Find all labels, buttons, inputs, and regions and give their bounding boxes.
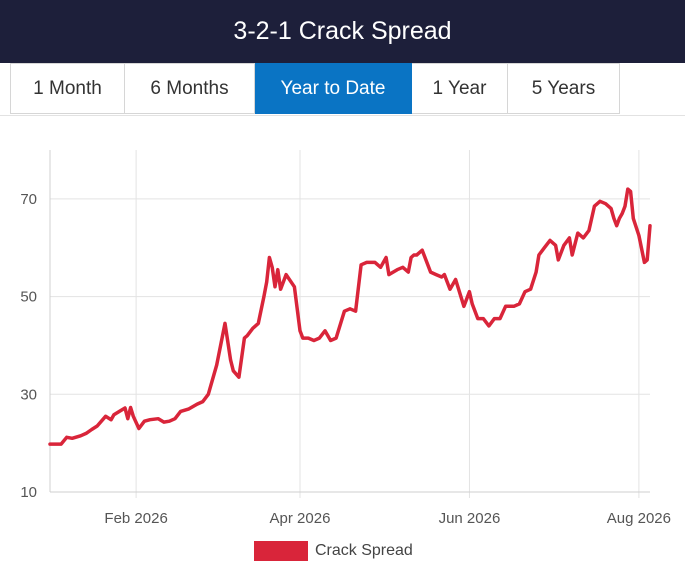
legend-label: Crack Spread	[315, 542, 413, 559]
tab-1-month[interactable]: 1 Month	[10, 63, 125, 114]
x-tick-label: Apr 2026	[270, 510, 331, 527]
y-tick-label: 10	[20, 484, 37, 501]
y-tick-label: 50	[20, 289, 37, 306]
line-chart: 10 30 50 70 Feb 2026 Apr 2026 Jun 2026 Aug 2026	[20, 150, 671, 527]
tab-5-years[interactable]: 5 Years	[508, 63, 620, 114]
chart-legend[interactable]: Crack Spread	[254, 541, 413, 561]
tab-1-year[interactable]: 1 Year	[412, 63, 508, 114]
tab-6-months[interactable]: 6 Months	[125, 63, 255, 114]
range-tabs: 1 Month 6 Months Year to Date 1 Year 5 Y…	[10, 63, 620, 116]
x-tick-label: Jun 2026	[439, 510, 501, 527]
tab-year-to-date[interactable]: Year to Date	[255, 63, 412, 114]
tab-label: 6 Months	[150, 77, 229, 99]
tab-label: 1 Year	[432, 77, 487, 99]
tab-label: Year to Date	[280, 77, 386, 99]
tab-label: 1 Month	[33, 77, 102, 99]
y-tick-label: 30	[20, 386, 37, 403]
chart-title: 3-2-1 Crack Spread	[233, 17, 452, 45]
tabs-divider	[0, 115, 685, 116]
x-tick-label: Aug 2026	[607, 510, 671, 527]
chart-title-bar: 3-2-1 Crack Spread	[0, 0, 685, 63]
legend-swatch	[254, 541, 308, 561]
series-line-crack-spread	[48, 187, 652, 446]
y-tick-label: 70	[20, 191, 37, 208]
x-tick-label: Feb 2026	[104, 510, 167, 527]
tab-label: 5 Years	[531, 77, 596, 99]
